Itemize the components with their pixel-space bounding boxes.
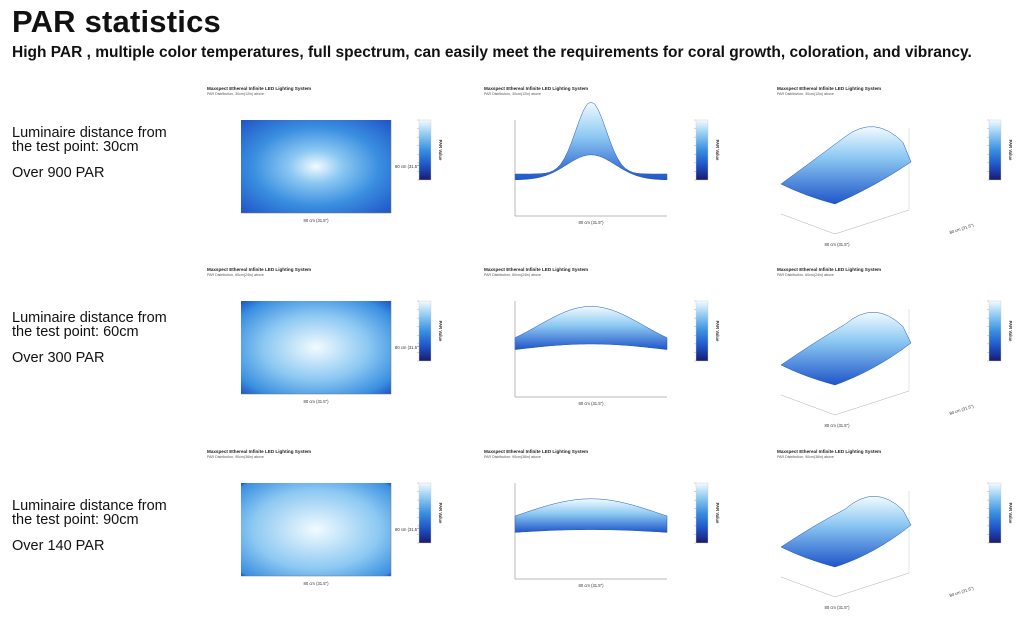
chart-svg: Maxspect Ethereal Infinite LED Lighting … — [777, 267, 1013, 428]
colorbar — [988, 482, 1002, 544]
par-label: Over 140 PAR — [12, 538, 105, 554]
par-surface — [514, 101, 668, 181]
panel-subtitle: PAR Distribution, 60cm(24in) above — [777, 273, 834, 277]
chart-panel-side: Maxspect Ethereal Infinite LED Lighting … — [482, 449, 732, 609]
chart-svg: Maxspect Ethereal Infinite LED Lighting … — [484, 86, 720, 225]
panel-subtitle: PAR Distribution, 90cm(36in) above — [484, 455, 541, 459]
distance-label: Luminaire distance from the test point: … — [12, 125, 167, 155]
heatmap-plane — [241, 301, 391, 394]
row-label: Luminaire distance from the test point: … — [12, 498, 182, 554]
colorbar-label: PAR Value — [438, 321, 443, 342]
x-axis-label: 80 cm (31.5") — [825, 423, 851, 428]
chart-panel-3d: Maxspect Ethereal Infinite LED Lighting … — [775, 267, 1024, 428]
colorbar — [988, 300, 1002, 362]
chart-svg: Maxspect Ethereal Infinite LED Lighting … — [484, 267, 720, 406]
par-surface — [780, 312, 912, 386]
panel-subtitle: PAR Distribution, 60cm(24in) above — [207, 273, 264, 277]
panel-title: Maxspect Ethereal Infinite LED Lighting … — [777, 267, 881, 272]
panel-title: Maxspect Ethereal Infinite LED Lighting … — [484, 86, 588, 91]
chart-svg: Maxspect Ethereal Infinite LED Lighting … — [207, 267, 443, 404]
distance-label: Luminaire distance from the test point: … — [12, 310, 167, 340]
colorbar — [695, 119, 709, 181]
chart-panel-side: Maxspect Ethereal Infinite LED Lighting … — [482, 86, 732, 246]
par-surface — [514, 306, 668, 350]
chart-svg: Maxspect Ethereal Infinite LED Lighting … — [777, 449, 1013, 610]
row-30cm: Luminaire distance from the test point: … — [0, 86, 1024, 247]
par-surface — [780, 126, 912, 205]
colorbar-label: PAR Value — [1008, 503, 1013, 524]
row-60cm: Luminaire distance from the test point: … — [0, 267, 1024, 428]
panel-title: Maxspect Ethereal Infinite LED Lighting … — [207, 267, 311, 272]
x-axis-label: 80 cm (31.5") — [304, 581, 330, 586]
panel-subtitle: PAR Distribution, 90cm(36in) above — [777, 455, 834, 459]
chart-panel-top: Maxspect Ethereal Infinite LED Lighting … — [205, 267, 455, 427]
y-axis-label: 80 cm (31.5") — [395, 527, 421, 532]
x-axis-label: 80 cm (31.5") — [825, 242, 851, 247]
colorbar-label: PAR Value — [715, 321, 720, 342]
x-axis-label: 80 cm (31.5") — [579, 401, 605, 406]
y-axis-label: 80 cm (31.5") — [395, 164, 421, 169]
x-axis-label: 80 cm (31.5") — [579, 220, 605, 225]
panel-subtitle: PAR Distribution, 90cm(36in) above — [207, 455, 264, 459]
chart-panel-3d: Maxspect Ethereal Infinite LED Lighting … — [775, 449, 1024, 610]
colorbar-label: PAR Value — [715, 140, 720, 161]
chart-panel-top: Maxspect Ethereal Infinite LED Lighting … — [205, 449, 455, 609]
colorbar — [695, 300, 709, 362]
page-title: PAR statistics — [12, 4, 221, 39]
chart-svg: Maxspect Ethereal Infinite LED Lighting … — [207, 86, 443, 223]
x-axis-label: 80 cm (31.5") — [304, 399, 330, 404]
row-label: Luminaire distance from the test point: … — [12, 125, 182, 181]
panel-subtitle: PAR Distribution, 60cm(24in) above — [484, 273, 541, 277]
heatmap-plane — [241, 483, 391, 576]
panel-title: Maxspect Ethereal Infinite LED Lighting … — [484, 267, 588, 272]
x-axis — [780, 394, 836, 416]
x-axis-label: 80 cm (31.5") — [579, 583, 605, 588]
y-axis-label: 80 cm (31.5") — [395, 345, 421, 350]
heatmap-plane — [241, 120, 391, 213]
y-axis-label: 80 cm (31.5") — [949, 585, 975, 598]
panel-title: Maxspect Ethereal Infinite LED Lighting … — [207, 449, 311, 454]
panel-title: Maxspect Ethereal Infinite LED Lighting … — [777, 86, 881, 91]
colorbar — [418, 119, 432, 181]
y-axis — [834, 572, 910, 598]
x-axis — [780, 213, 836, 235]
colorbar-label: PAR Value — [1008, 321, 1013, 342]
panel-title: Maxspect Ethereal Infinite LED Lighting … — [777, 449, 881, 454]
chart-svg: Maxspect Ethereal Infinite LED Lighting … — [484, 449, 720, 588]
chart-panel-top: Maxspect Ethereal Infinite LED Lighting … — [205, 86, 455, 246]
x-axis-label: 80 cm (31.5") — [825, 605, 851, 610]
panel-subtitle: PAR Distribution, 30cm(12in) above — [484, 92, 541, 96]
colorbar-label: PAR Value — [438, 503, 443, 524]
chart-svg: Maxspect Ethereal Infinite LED Lighting … — [777, 86, 1013, 247]
row-90cm: Luminaire distance from the test point: … — [0, 449, 1024, 610]
chart-panel-side: Maxspect Ethereal Infinite LED Lighting … — [482, 267, 732, 427]
par-surface — [514, 498, 668, 533]
colorbar — [418, 482, 432, 544]
par-label: Over 900 PAR — [12, 165, 105, 181]
panel-subtitle: PAR Distribution, 30cm(12in) above — [207, 92, 264, 96]
x-axis-label: 80 cm (31.5") — [304, 218, 330, 223]
x-axis — [780, 576, 836, 598]
chart-panel-3d: Maxspect Ethereal Infinite LED Lighting … — [775, 86, 1024, 247]
par-surface — [780, 496, 912, 568]
chart-svg: Maxspect Ethereal Infinite LED Lighting … — [207, 449, 443, 586]
y-axis — [834, 390, 910, 416]
y-axis — [834, 209, 910, 235]
colorbar-label: PAR Value — [438, 140, 443, 161]
y-axis-label: 80 cm (31.5") — [949, 222, 975, 235]
distance-label: Luminaire distance from the test point: … — [12, 498, 167, 528]
row-label: Luminaire distance from the test point: … — [12, 310, 182, 366]
colorbar-label: PAR Value — [715, 503, 720, 524]
colorbar — [988, 119, 1002, 181]
panel-title: Maxspect Ethereal Infinite LED Lighting … — [484, 449, 588, 454]
page-subtitle: High PAR , multiple color temperatures, … — [12, 44, 972, 61]
par-label: Over 300 PAR — [12, 350, 105, 366]
colorbar — [418, 300, 432, 362]
colorbar — [695, 482, 709, 544]
panel-subtitle: PAR Distribution, 30cm(12in) above — [777, 92, 834, 96]
y-axis-label: 80 cm (31.5") — [949, 403, 975, 416]
panel-title: Maxspect Ethereal Infinite LED Lighting … — [207, 86, 311, 91]
colorbar-label: PAR Value — [1008, 140, 1013, 161]
